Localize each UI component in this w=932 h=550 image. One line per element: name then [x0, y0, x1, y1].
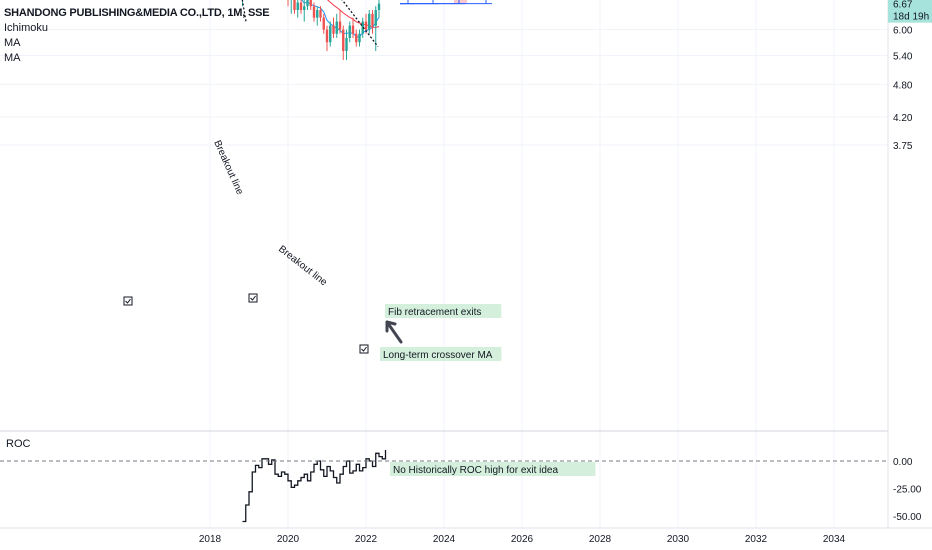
time-tick-label: 2030: [667, 534, 690, 545]
candle-body: [358, 33, 361, 43]
time-tick-label: 2032: [745, 534, 768, 545]
price-tick-label: 4.80: [893, 80, 913, 91]
fib-exits-label-box: [385, 304, 502, 318]
time-tick-label: 2026: [511, 534, 534, 545]
current-price-text: 6.67: [893, 0, 913, 11]
crossover-label: Long-term crossover MA: [383, 350, 493, 361]
candle-body: [329, 25, 332, 43]
candle-body: [351, 25, 355, 34]
candle-body: [355, 33, 358, 43]
check-mark: [361, 346, 367, 352]
current-price-badge: [888, 0, 932, 23]
roc-tick-label: -50.00: [893, 512, 922, 523]
candle-body: [332, 25, 335, 34]
time-tick-label: 2020: [277, 534, 300, 545]
candle-body: [338, 21, 342, 30]
candle-body: [368, 13, 371, 30]
candle-body: [296, 2, 299, 10]
roc-tick-label: -25.00: [893, 485, 922, 496]
symbol-title[interactable]: SHANDONG PUBLISHING&MEDIA CO.,LTD, 1M, S…: [4, 7, 270, 19]
check-mark: [250, 295, 256, 301]
indicator-ma-2[interactable]: MA: [4, 52, 21, 64]
price-tick-label: 3.75: [893, 141, 913, 152]
candle-body: [293, 0, 296, 10]
candle-body: [325, 29, 329, 43]
crossover-label-box: [380, 347, 502, 361]
indicator-ichimoku[interactable]: Ichimoku: [4, 22, 49, 34]
price-tick-label: 6.00: [893, 26, 913, 37]
candle-body: [312, 6, 316, 18]
fib-exits-label: Fib retracement exits: [388, 307, 481, 318]
time-tick-label: 2028: [589, 534, 612, 545]
time-tick-label: 2024: [433, 534, 456, 545]
drawings: [123, 0, 596, 476]
time-tick-label: 2034: [823, 534, 846, 545]
indicator-ma-1[interactable]: MA: [4, 37, 21, 49]
breakout-line-1-label: Breakout line: [211, 139, 245, 197]
breakout-line-2-label: Breakout line: [276, 244, 329, 289]
candle-body: [303, 6, 306, 10]
candles: [242, 0, 381, 61]
countdown-text: 18d 19h: [893, 12, 929, 23]
candle-body: [364, 21, 368, 30]
check-box: [359, 344, 369, 354]
candle-body: [335, 21, 338, 34]
ma-slow-line: [327, 0, 380, 28]
candle-body: [374, 9, 377, 26]
price-tick-label: 5.40: [893, 51, 913, 62]
check-box: [248, 293, 258, 303]
roc-tick-label: 0.00: [893, 457, 913, 468]
candle-body: [316, 9, 319, 18]
target-highlight: [454, 0, 467, 4]
time-tick-label: 2018: [199, 534, 222, 545]
crossover-arrow: [385, 320, 403, 344]
candle-body: [377, 3, 381, 10]
candle-body: [306, 0, 309, 7]
candle-body: [299, 2, 303, 10]
chart-legend: SHANDONG PUBLISHING&MEDIA CO.,LTD, 1M, S…: [4, 6, 270, 66]
grid: [0, 0, 888, 528]
candle-body: [345, 37, 348, 51]
roc-note-label: No Historically ROC high for exit idea: [393, 465, 558, 476]
time-tick-label: 2022: [355, 534, 378, 545]
candle-body: [322, 17, 325, 30]
roc-line: [242, 450, 387, 523]
check-mark: [125, 298, 131, 304]
roc-line-path: [242, 450, 387, 523]
candle-body: [309, 0, 312, 7]
price-tick-label: 4.20: [893, 113, 913, 124]
candle-body: [348, 25, 351, 38]
roc-pane-label[interactable]: ROC: [6, 438, 31, 450]
roc-note-label-box: [390, 462, 596, 476]
candle-body: [319, 9, 322, 18]
check-box: [123, 296, 133, 306]
candle-body: [371, 13, 374, 26]
candle-body: [342, 29, 345, 51]
